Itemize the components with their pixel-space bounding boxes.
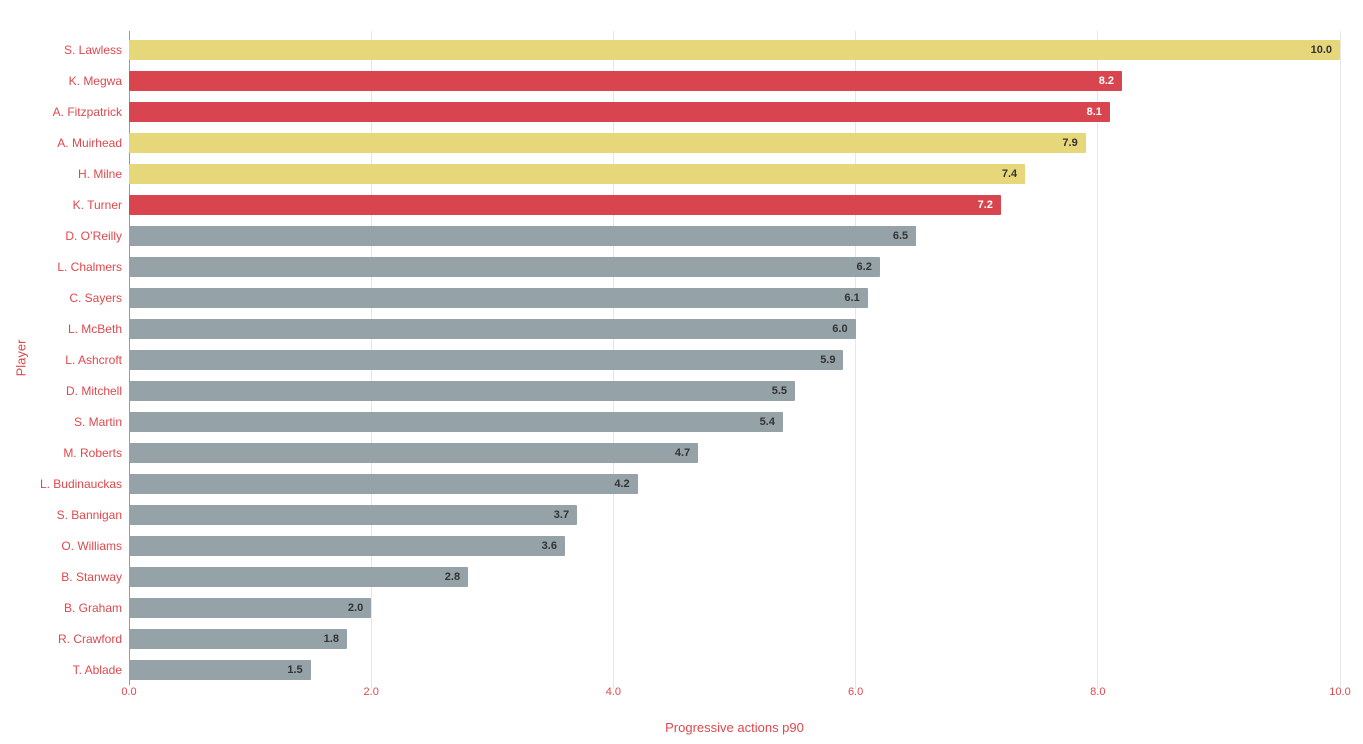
category-label-L. Budinauckas: L. Budinauckas [39, 476, 122, 491]
bar-O. Williams[interactable]: 3.6 [129, 535, 565, 556]
category-label-D. O’Reilly: D. O’Reilly [65, 229, 122, 244]
bar-value-label: 10.0 [1310, 44, 1332, 57]
x-tick-label-4.0: 4.0 [605, 686, 622, 698]
bar-L. McBeth[interactable]: 6.0 [129, 319, 856, 340]
category-label-A. Fitzpatrick: A. Fitzpatrick [52, 105, 122, 120]
category-label-S. Martin: S. Martin [73, 414, 122, 429]
bar-value-label: 7.2 [977, 199, 993, 212]
category-label-S. Bannigan: S. Bannigan [56, 507, 122, 522]
bar-L. Budinauckas[interactable]: 4.2 [129, 473, 638, 494]
bar-M. Roberts[interactable]: 4.7 [129, 442, 699, 463]
category-label-L. Chalmers: L. Chalmers [57, 260, 122, 275]
bar-L. Chalmers[interactable]: 6.2 [129, 257, 880, 278]
bar-value-label: 6.1 [844, 292, 860, 305]
bar-S. Lawless[interactable]: 10.0 [129, 40, 1340, 61]
category-label-M. Roberts: M. Roberts [63, 445, 122, 460]
bar-B. Stanway[interactable]: 2.8 [129, 566, 469, 587]
category-label-T. Ablade: T. Ablade [72, 662, 122, 677]
bar-value-label: 5.5 [771, 384, 788, 397]
bar-value-label: 1.5 [287, 663, 303, 676]
gridline-x-6 [855, 31, 857, 689]
category-label-B. Graham: B. Graham [63, 600, 122, 615]
category-label-O. Williams: O. Williams [61, 538, 122, 553]
category-label-S. Lawless: S. Lawless [63, 43, 122, 58]
bar-R. Crawford[interactable]: 1.8 [129, 628, 347, 649]
plot-area: 10.0 8.2 8.1 7.9 7.4 7.2 6.5 6.2 6.1 6.0 5.9 5.5 5.4… [128, 31, 1341, 689]
bar-value-label: 7.4 [1001, 168, 1018, 181]
x-tick-label-0.0: 0.0 [121, 686, 137, 698]
bar-value-label: 2.8 [444, 570, 461, 583]
bar-value-label: 7.9 [1062, 137, 1078, 150]
bar-value-label: 2.0 [347, 601, 364, 614]
bar-value-label: 5.9 [820, 354, 836, 366]
category-label-A. Muirhead: A. Muirhead [57, 136, 122, 151]
x-axis-title: Progressive actions p90 [665, 720, 804, 735]
x-tick-label-2.0: 2.0 [363, 686, 379, 698]
bar-B. Graham[interactable]: 2.0 [129, 597, 372, 618]
bar-value-label: 3.7 [553, 508, 570, 521]
category-label-H. Milne: H. Milne [77, 167, 122, 182]
bar-D. O’Reilly[interactable]: 6.5 [129, 226, 917, 247]
bar-K. Turner[interactable]: 7.2 [129, 195, 1001, 216]
bar-value-label: 5.4 [759, 415, 775, 428]
bar-value-label: 1.8 [323, 632, 339, 645]
category-label-L. Ashcroft: L. Ashcroft [65, 353, 122, 367]
gridline-x-8 [1097, 31, 1099, 689]
x-tick-label-8.0: 8.0 [1090, 686, 1106, 698]
bar-S. Bannigan[interactable]: 3.7 [129, 504, 578, 525]
category-label-R. Crawford: R. Crawford [57, 631, 122, 646]
category-label-K. Megwa: K. Megwa [68, 74, 122, 89]
bar-K. Megwa[interactable]: 8.2 [129, 71, 1123, 92]
gridline-x-10 [1339, 31, 1341, 689]
category-label-L. McBeth: L. McBeth [67, 322, 122, 337]
bar-L. Ashcroft[interactable]: 5.9 [129, 350, 844, 370]
bar-value-label: 8.1 [1086, 106, 1102, 119]
bar-value-label: 6.0 [832, 323, 848, 336]
bar-D. Mitchell[interactable]: 5.5 [129, 380, 796, 401]
bar-A. Fitzpatrick[interactable]: 8.1 [129, 102, 1110, 123]
bar-A. Muirhead[interactable]: 7.9 [129, 133, 1086, 154]
bar-value-label: 6.5 [892, 230, 909, 243]
x-tick-label-10.0: 10.0 [1329, 686, 1351, 698]
bar-value-label: 4.2 [614, 477, 630, 490]
bar-C. Sayers[interactable]: 6.1 [129, 288, 868, 309]
bar-value-label: 3.6 [541, 539, 557, 552]
bar-value-label: 6.2 [856, 261, 872, 274]
category-label-B. Stanway: B. Stanway [61, 569, 122, 584]
category-label-K. Turner: K. Turner [72, 198, 122, 213]
bar-H. Milne[interactable]: 7.4 [129, 164, 1026, 185]
category-label-C. Sayers: C. Sayers [69, 291, 122, 306]
category-label-D. Mitchell: D. Mitchell [65, 383, 122, 398]
bar-T. Ablade[interactable]: 1.5 [129, 659, 311, 680]
bar-value-label: 4.7 [674, 446, 691, 459]
bar-S. Martin[interactable]: 5.4 [129, 411, 783, 432]
x-tick-label-6.0: 6.0 [847, 686, 864, 698]
bar-value-label: 8.2 [1098, 75, 1115, 88]
